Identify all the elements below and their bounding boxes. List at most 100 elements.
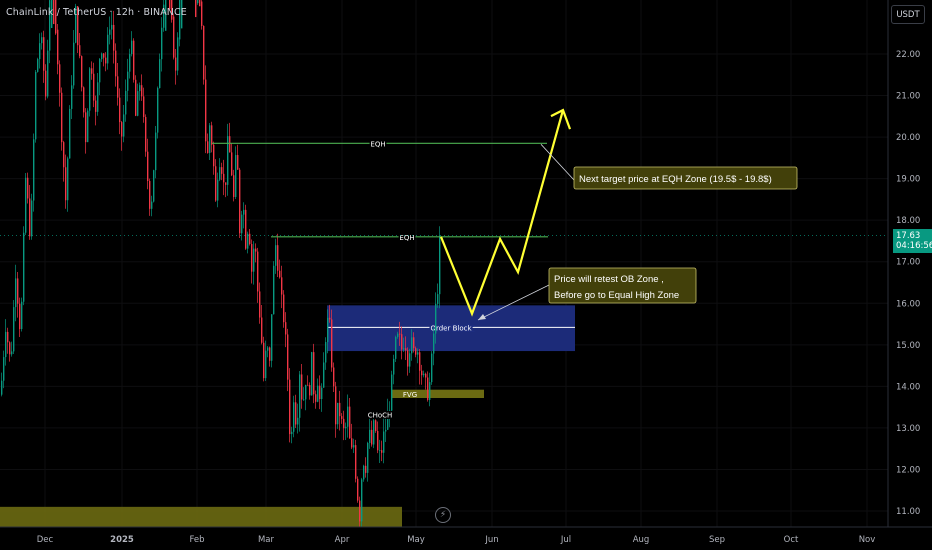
candle-body bbox=[437, 294, 439, 304]
candle-body bbox=[11, 351, 13, 355]
candle-body bbox=[251, 244, 253, 272]
candle-body bbox=[95, 100, 97, 112]
candle-body bbox=[111, 24, 113, 30]
candle-body bbox=[201, 1, 203, 26]
lightning-icon[interactable]: ⚡ bbox=[435, 507, 451, 523]
candle-body bbox=[29, 198, 31, 237]
candle-body bbox=[219, 167, 221, 180]
candle-body bbox=[19, 303, 21, 330]
candle-body bbox=[349, 406, 351, 439]
candle-body bbox=[43, 37, 45, 71]
projection-arrowhead bbox=[550, 108, 572, 130]
choch-label: CHoCH bbox=[368, 412, 393, 420]
candle-body bbox=[325, 342, 327, 363]
candle-body bbox=[61, 92, 63, 143]
candle-body bbox=[283, 294, 285, 323]
current-price-label: 17.63 bbox=[896, 231, 921, 241]
candle-body bbox=[435, 303, 437, 334]
candle-body bbox=[343, 418, 345, 429]
candle-body bbox=[99, 59, 101, 83]
candle-body bbox=[337, 402, 339, 425]
candle-body bbox=[345, 426, 347, 429]
candle-body bbox=[357, 478, 359, 501]
annotation-arrow-tip bbox=[478, 314, 486, 320]
time-tick-label: Aug bbox=[633, 535, 650, 545]
currency-button[interactable]: USDT bbox=[891, 5, 925, 24]
candle-body bbox=[313, 352, 315, 395]
candle-body bbox=[223, 173, 225, 183]
candle-body bbox=[171, 0, 173, 20]
candle-body bbox=[121, 122, 123, 137]
candle-body bbox=[229, 136, 231, 153]
candle-body bbox=[215, 166, 217, 201]
candle-body bbox=[369, 429, 371, 443]
candle-body bbox=[211, 125, 213, 145]
price-tick-label: 21.00 bbox=[896, 92, 920, 102]
candle-body bbox=[77, 6, 79, 46]
candle-body bbox=[261, 317, 263, 343]
candle-body bbox=[147, 151, 149, 182]
candle-body bbox=[367, 442, 369, 473]
time-tick-label: Oct bbox=[784, 535, 799, 545]
eqh-label: EQH bbox=[399, 234, 414, 242]
candle-body bbox=[199, 0, 201, 7]
candle-body bbox=[69, 108, 71, 159]
chart-title[interactable]: ChainLink / TetherUS · 12h · BINANCE bbox=[6, 7, 187, 18]
candle-body bbox=[409, 353, 411, 367]
candle-body bbox=[85, 112, 87, 143]
candle-body bbox=[385, 429, 387, 432]
candle-body bbox=[205, 79, 207, 142]
candle-body bbox=[295, 402, 297, 425]
candle-body bbox=[129, 54, 131, 72]
candle-body bbox=[275, 245, 277, 266]
candle-body bbox=[413, 337, 415, 349]
candle-body bbox=[175, 57, 177, 71]
candle-body bbox=[253, 248, 255, 272]
candle-body bbox=[23, 232, 25, 302]
candle-body bbox=[149, 181, 151, 209]
candle-body bbox=[221, 167, 223, 174]
candle-body bbox=[25, 177, 27, 233]
candle-body bbox=[141, 85, 143, 97]
candle-body bbox=[355, 445, 357, 479]
candle-body bbox=[417, 352, 419, 355]
annotation-connector bbox=[477, 284, 550, 321]
candle-body bbox=[351, 438, 353, 448]
candle-body bbox=[233, 175, 235, 197]
candle-body bbox=[81, 56, 83, 88]
candle-body bbox=[301, 374, 303, 400]
candle-body bbox=[359, 500, 361, 522]
candle-body bbox=[353, 445, 355, 448]
price-tick-label: 20.00 bbox=[896, 133, 920, 143]
candle-body bbox=[83, 87, 85, 113]
candle-body bbox=[63, 142, 65, 168]
candle-body bbox=[53, 0, 55, 25]
candle-body bbox=[17, 278, 19, 304]
candle-body bbox=[237, 155, 239, 170]
candle-body bbox=[67, 158, 69, 201]
candle-body bbox=[57, 29, 59, 65]
candle-body bbox=[255, 248, 257, 252]
order-block-label: Order Block bbox=[430, 324, 472, 332]
candle-body bbox=[291, 431, 293, 435]
candle-body bbox=[401, 334, 403, 350]
candle-body bbox=[1, 380, 3, 395]
candle-body bbox=[429, 382, 431, 400]
candle-body bbox=[51, 0, 53, 29]
candle-body bbox=[103, 53, 105, 58]
candle-body bbox=[93, 73, 95, 101]
candle-body bbox=[331, 319, 333, 368]
candle-body bbox=[163, 4, 165, 28]
price-tick-label: 12.00 bbox=[896, 465, 920, 475]
price-axis bbox=[888, 0, 932, 550]
candle-body bbox=[405, 348, 407, 351]
candle-body bbox=[309, 385, 311, 396]
candle-body bbox=[179, 0, 181, 40]
candle-body bbox=[35, 71, 37, 140]
candle-body bbox=[287, 334, 289, 380]
candle-body bbox=[55, 0, 57, 34]
candle-body bbox=[33, 139, 35, 201]
candle-body bbox=[225, 182, 227, 185]
candle-body bbox=[207, 141, 209, 153]
